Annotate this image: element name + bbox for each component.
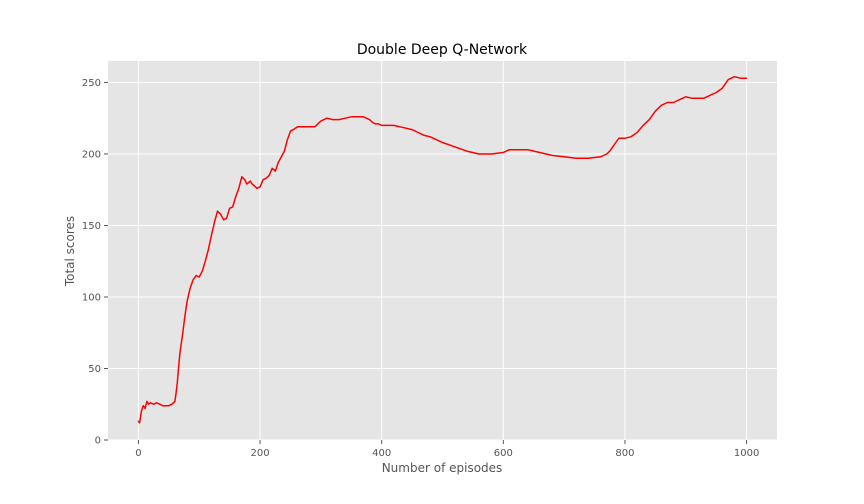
- x-tick-label: 1000: [734, 448, 759, 459]
- y-tick-label: 250: [82, 78, 101, 89]
- x-tick-label: 400: [372, 448, 391, 459]
- x-axis-label: Number of episodes: [382, 461, 503, 475]
- y-tick-label: 100: [82, 292, 101, 303]
- y-axis-label: Total scores: [63, 216, 77, 287]
- y-tick-label: 0: [95, 436, 101, 447]
- y-tick-label: 200: [82, 149, 101, 160]
- y-tick-label: 50: [88, 364, 101, 375]
- grid-lines: [108, 61, 777, 441]
- axis-ticks: 0 200 400 600 800 1000 0 50 100 150 200 250: [82, 78, 759, 459]
- x-tick-label: 800: [615, 448, 634, 459]
- x-tick-label: 0: [135, 448, 141, 459]
- x-tick-label: 200: [250, 448, 269, 459]
- series-layer: [137, 75, 748, 424]
- chart-title: Double Deep Q-Network: [357, 42, 528, 58]
- series-line: [137, 75, 748, 424]
- y-tick-label: 150: [82, 221, 101, 232]
- x-tick-label: 600: [494, 448, 513, 459]
- plot-area: [108, 61, 777, 440]
